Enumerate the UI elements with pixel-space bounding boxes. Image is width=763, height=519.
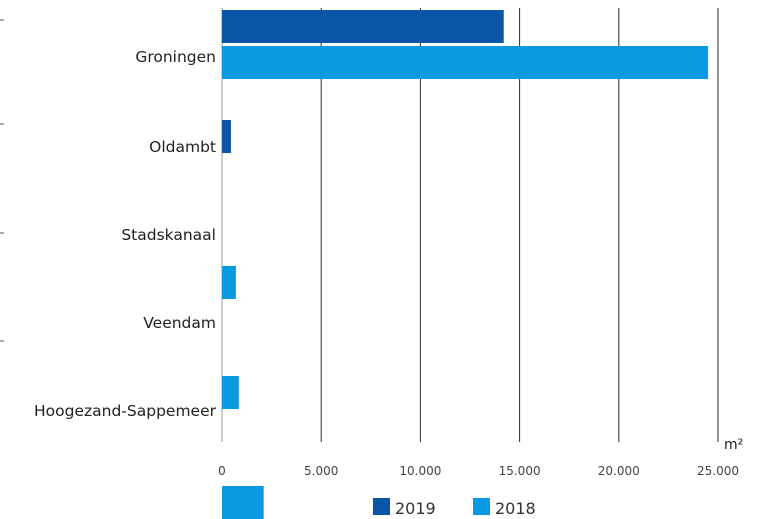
x-tick-label: 15.000 xyxy=(499,464,541,478)
legend-swatch-2018 xyxy=(473,498,490,515)
bar-2019-oldambt xyxy=(222,120,231,153)
category-label: Oldambt xyxy=(149,138,216,156)
category-labels: Groningen Oldambt Stadskanaal Veendam Hoogez… xyxy=(34,48,217,420)
x-axis-unit-label: m² xyxy=(724,437,743,453)
legend-swatch-2019 xyxy=(373,498,390,515)
bar-2018-groningen xyxy=(222,46,709,79)
bar-2018-hoogezand-sappemeer xyxy=(222,486,264,519)
legend: 2019 2018 xyxy=(373,498,536,518)
legend-label-2019: 2019 xyxy=(395,499,436,518)
category-label: Groningen xyxy=(135,48,216,66)
grid-lines xyxy=(221,8,719,442)
legend-label-2018: 2018 xyxy=(495,499,536,518)
left-edge-tick-marks xyxy=(0,19,4,342)
x-tick-label: 0 xyxy=(218,464,226,478)
bar-2018-stadskanaal xyxy=(222,266,236,299)
category-label: Stadskanaal xyxy=(121,226,216,244)
x-tick-label: 5.000 xyxy=(304,464,338,478)
x-tick-label: 10.000 xyxy=(399,464,441,478)
x-axis-tick-labels: 0 5.000 10.000 15.000 20.000 25.000 xyxy=(218,464,739,478)
category-label: Veendam xyxy=(143,314,216,332)
bar-2019-groningen xyxy=(222,10,504,43)
bars xyxy=(222,10,709,519)
x-tick-label: 20.000 xyxy=(598,464,640,478)
bar-2018-veendam xyxy=(222,376,239,409)
category-label: Hoogezand-Sappemeer xyxy=(34,402,217,420)
x-tick-label: 25.000 xyxy=(697,464,739,478)
